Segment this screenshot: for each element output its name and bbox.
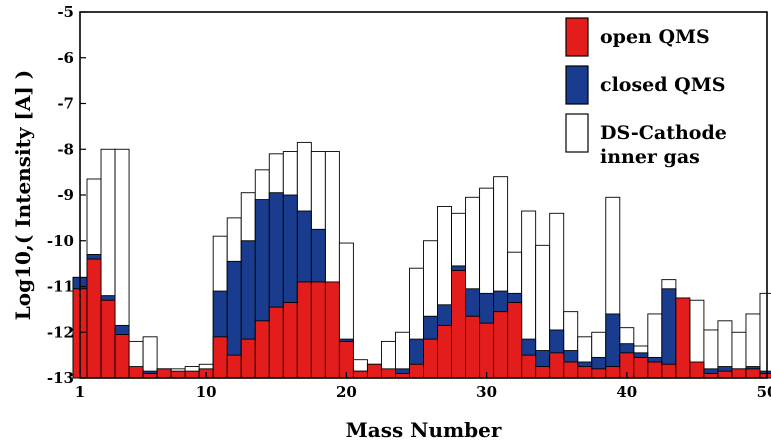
bar-open-qms-29 — [465, 315, 481, 379]
legend-swatch-closed-qms — [565, 65, 589, 105]
bar-open-qms-37 — [577, 366, 593, 379]
bar-open-qms-4 — [114, 334, 130, 379]
legend-swatch-open-qms — [565, 17, 589, 57]
legend-swatch-ds-cathode-inner-gas — [565, 113, 589, 153]
bar-open-qms-36 — [563, 361, 579, 379]
legend-label-open-qms: open QMS — [600, 26, 710, 48]
bar-open-qms-18 — [310, 281, 326, 379]
bar-open-qms-33 — [521, 354, 537, 379]
bar-open-qms-38 — [591, 368, 607, 379]
bar-open-qms-23 — [380, 368, 396, 379]
bar-open-qms-43 — [661, 363, 677, 379]
bar-open-qms-49 — [745, 368, 761, 379]
bar-open-qms-42 — [647, 361, 663, 379]
bar-open-qms-47 — [717, 370, 733, 379]
bar-open-qms-41 — [633, 356, 649, 379]
bar-open-qms-14 — [254, 320, 270, 379]
bar-open-qms-44 — [675, 297, 691, 379]
bar-open-qms-15 — [268, 306, 284, 379]
bar-open-qms-39 — [605, 366, 621, 379]
bar-open-qms-12 — [226, 354, 242, 379]
x-tick-label: 20 — [336, 383, 357, 401]
bar-open-qms-22 — [366, 363, 382, 379]
x-tick-label: 40 — [616, 383, 637, 401]
bar-open-qms-8 — [170, 370, 186, 379]
bar-open-qms-32 — [507, 302, 523, 379]
y-tick-label: -12 — [47, 323, 74, 341]
bar-open-qms-45 — [689, 361, 705, 379]
bar-open-qms-13 — [240, 338, 256, 379]
bar-open-qms-48 — [731, 368, 747, 379]
bar-open-qms-25 — [409, 363, 424, 379]
bar-open-qms-2 — [86, 258, 102, 379]
y-tick-label: -6 — [57, 49, 74, 67]
bar-open-qms-11 — [212, 336, 228, 379]
y-tick-label: -5 — [57, 3, 74, 21]
bar-open-qms-30 — [479, 322, 495, 379]
bar-open-qms-34 — [535, 366, 551, 379]
x-tick-label: 50 — [757, 383, 771, 401]
y-tick-label: -13 — [47, 369, 74, 387]
bar-open-qms-17 — [296, 281, 312, 379]
bars-layer — [72, 141, 771, 379]
x-axis-title: Mass Number — [346, 418, 502, 442]
bar-open-qms-28 — [451, 270, 467, 379]
bar-open-qms-21 — [352, 370, 368, 379]
bar-open-qms-9 — [184, 370, 200, 379]
bar-open-qms-5 — [128, 366, 144, 379]
bar-ds-cathode-inner-gas-50 — [759, 292, 771, 379]
x-tick-label: 10 — [196, 383, 217, 401]
bar-open-qms-19 — [324, 281, 340, 379]
legend-label-ds-cathode-inner-gas: DS-Cathode inner gas — [600, 122, 727, 168]
bar-open-qms-3 — [100, 299, 116, 379]
legend-label-closed-qms: closed QMS — [600, 74, 725, 96]
y-tick-label: -10 — [47, 232, 74, 250]
y-axis-title: Log10,( Intensity [A] ) — [11, 70, 35, 321]
x-tick-label: 1 — [75, 383, 85, 401]
bar-open-qms-7 — [156, 368, 172, 379]
bar-open-qms-31 — [493, 311, 509, 379]
y-tick-label: -9 — [57, 186, 74, 204]
y-tick-label: -8 — [57, 140, 74, 158]
y-tick-label: -7 — [57, 95, 74, 113]
bar-open-qms-35 — [549, 352, 565, 379]
x-tick-label: 30 — [476, 383, 497, 401]
legend: open QMS closed QMS DS-Cathode inner gas — [565, 17, 727, 168]
bar-open-qms-26 — [423, 338, 438, 379]
ticks-layer: 1 10 20 30 40 50 -5 -6 -7 -8 -9 -10 -11 -12 -13 — [47, 3, 771, 401]
y-tick-label: -11 — [47, 278, 74, 296]
bar-open-qms-27 — [437, 324, 452, 379]
bar-open-qms-16 — [282, 302, 298, 379]
